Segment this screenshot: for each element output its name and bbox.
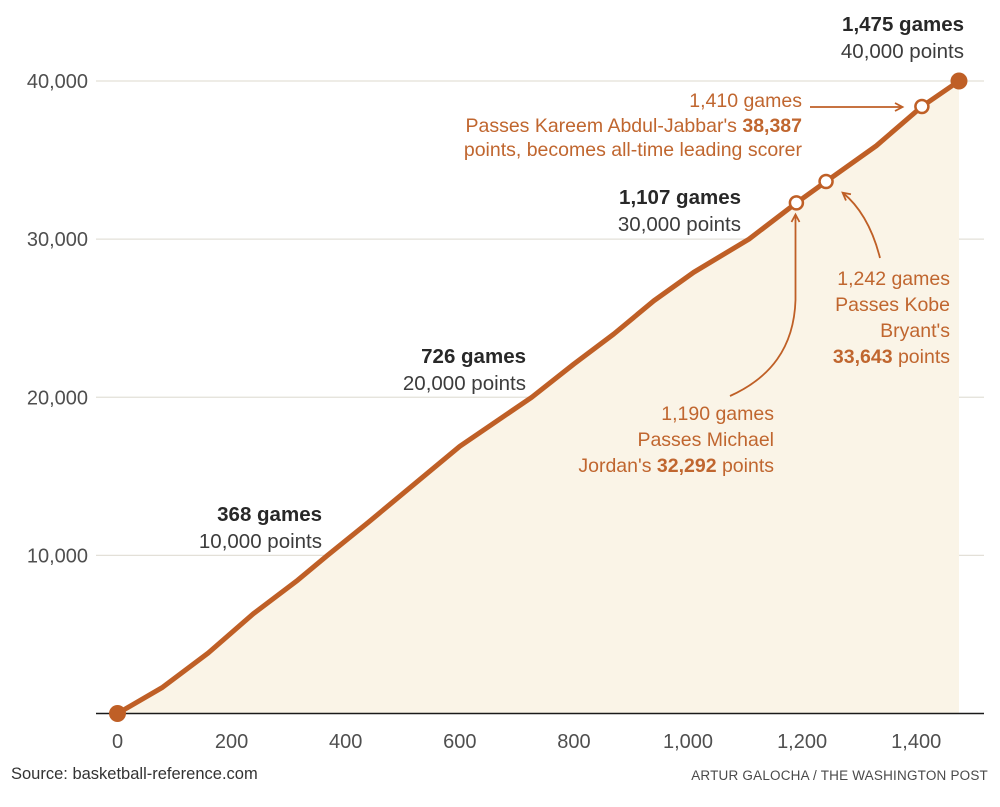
annotation-jordan: 1,190 games Passes Michael Jordan's 32,2… <box>578 401 774 479</box>
record-pass-marker <box>788 195 805 211</box>
x-tick-label: 0 <box>112 731 123 753</box>
x-tick-label: 1,000 <box>663 731 713 753</box>
x-tick-label: 200 <box>215 731 248 753</box>
m10k-games-label: 368 games <box>217 503 322 526</box>
annotation-end-milestone: 1,475 games 40,000 points <box>841 11 964 65</box>
jordan-record-line2: Jordan's 32,292 points <box>578 453 774 479</box>
jordan-record-points: 32,292 <box>656 455 717 477</box>
start-point-dot <box>109 705 126 722</box>
kareem-record-text: Passes Kareem Abdul-Jabbar's <box>465 114 743 137</box>
m20k-games-label: 726 games <box>421 345 526 368</box>
kareem-record-line2: points, becomes all-time leading scorer <box>463 139 802 161</box>
end-point-dot <box>950 72 968 90</box>
annotation-10k-milestone: 368 games 10,000 points <box>199 501 322 555</box>
kareem-record-points: 38,387 <box>742 114 802 137</box>
end-games-label: 1,475 games <box>842 13 964 36</box>
source-credit: Source: basketball-reference.com <box>11 765 258 783</box>
m10k-points-label: 10,000 points <box>198 530 322 553</box>
jordan-record-text: Jordan's <box>578 455 657 477</box>
x-tick-label: 800 <box>557 731 590 753</box>
jordan-games-label: 1,190 games <box>661 403 774 425</box>
kobe-record-line3: 33,643 points <box>833 344 950 370</box>
x-tick-label: 1,400 <box>891 731 941 753</box>
annotation-20k-milestone: 726 games 20,000 points <box>403 343 526 397</box>
kobe-record-line2: Bryant's <box>880 320 950 342</box>
x-tick-label: 400 <box>329 731 362 753</box>
kobe-record-suffix: points <box>892 346 950 368</box>
y-tick-label: 20,000 <box>27 387 88 409</box>
annotation-30k-milestone: 1,107 games 30,000 points <box>618 184 741 238</box>
kobe-record-line1: Passes Kobe <box>835 294 950 316</box>
kareem-record-line: Passes Kareem Abdul-Jabbar's 38,387 <box>464 114 802 139</box>
annotation-kobe: 1,242 games Passes Kobe Bryant's 33,643 … <box>833 266 950 370</box>
m20k-points-label: 20,000 points <box>402 372 526 395</box>
author-credit: ARTUR GALOCHA / THE WASHINGTON POST <box>691 768 988 783</box>
record-pass-marker <box>914 98 930 115</box>
annotation-kareem: 1,410 games Passes Kareem Abdul-Jabbar's… <box>464 89 802 163</box>
x-tick-label: 600 <box>443 731 476 753</box>
y-tick-label: 30,000 <box>27 229 88 251</box>
x-tick-label: 1,200 <box>777 731 827 753</box>
m30k-games-label: 1,107 games <box>619 186 741 209</box>
record-pass-marker <box>818 173 834 190</box>
y-tick-label: 40,000 <box>27 71 88 93</box>
kareem-games-label: 1,410 games <box>689 90 802 112</box>
jordan-record-suffix: points <box>716 455 774 477</box>
kobe-record-points: 33,643 <box>832 346 893 368</box>
kobe-arrow <box>841 191 881 259</box>
annotation-arrows <box>729 102 905 397</box>
jordan-arrow <box>729 212 801 397</box>
kobe-games-label: 1,242 games <box>837 268 950 290</box>
end-points-label: 40,000 points <box>840 40 964 63</box>
jordan-record-line1: Passes Michael <box>637 429 774 451</box>
m30k-points-label: 30,000 points <box>617 213 741 236</box>
x-axis-tick-labels: 0 200 400 600 800 1,000 1,200 1,400 <box>112 731 941 753</box>
y-tick-label: 10,000 <box>27 545 88 567</box>
y-axis-tick-labels: 10,000 20,000 30,000 40,000 <box>27 71 88 567</box>
